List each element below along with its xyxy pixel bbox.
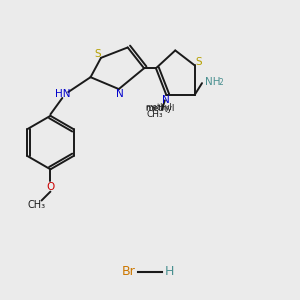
Text: HN: HN [55,88,70,98]
Text: N: N [116,88,124,98]
Text: CH₃: CH₃ [146,110,163,119]
Text: methyl: methyl [146,104,175,113]
Text: methyl: methyl [146,103,172,112]
Text: N: N [163,95,170,105]
Text: CH₃: CH₃ [28,200,46,210]
Text: S: S [196,57,202,67]
Text: Br: Br [122,266,135,278]
Text: NH: NH [205,76,220,87]
Text: H: H [165,266,174,278]
Text: 2: 2 [219,78,224,87]
Text: O: O [46,182,55,192]
Text: S: S [94,49,101,59]
